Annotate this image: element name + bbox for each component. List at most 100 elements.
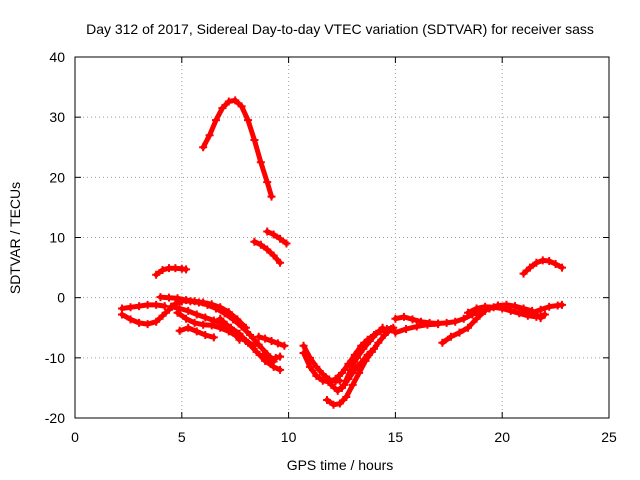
data-point bbox=[276, 258, 285, 267]
data-point bbox=[273, 339, 282, 348]
data-point bbox=[199, 320, 208, 329]
data-point bbox=[558, 300, 567, 309]
data-point bbox=[269, 251, 278, 260]
data-point bbox=[271, 353, 280, 362]
data-point bbox=[335, 399, 344, 408]
data-point bbox=[472, 304, 481, 313]
data-point bbox=[442, 318, 451, 327]
data-point bbox=[167, 302, 176, 311]
data-point bbox=[372, 329, 381, 338]
data-point bbox=[312, 371, 321, 380]
data-point bbox=[276, 365, 285, 374]
data-point bbox=[511, 302, 520, 311]
data-point bbox=[299, 349, 308, 358]
series-arc4-markers bbox=[263, 227, 291, 248]
data-point bbox=[282, 239, 291, 248]
data-point bbox=[244, 116, 253, 125]
data-point bbox=[485, 304, 494, 313]
data-point bbox=[156, 293, 165, 302]
data-point bbox=[519, 269, 528, 278]
data-point bbox=[224, 97, 233, 106]
series-arc20 bbox=[339, 346, 377, 391]
data-point bbox=[263, 178, 272, 187]
y-tick-label: 0 bbox=[57, 290, 65, 306]
data-point bbox=[344, 374, 353, 383]
data-point bbox=[536, 314, 545, 323]
x-tick-label: 25 bbox=[601, 429, 617, 445]
data-point bbox=[254, 332, 263, 341]
grid-layer bbox=[75, 57, 609, 418]
data-point bbox=[391, 328, 400, 337]
data-point bbox=[280, 341, 289, 350]
data-point bbox=[164, 293, 173, 302]
data-point bbox=[387, 324, 396, 333]
data-point bbox=[222, 320, 231, 329]
data-point bbox=[186, 297, 195, 306]
series-arc5-markers bbox=[519, 256, 567, 278]
data-point bbox=[258, 350, 267, 359]
data-point bbox=[229, 315, 238, 324]
data-point bbox=[192, 327, 201, 336]
chart-title: Day 312 of 2017, Sidereal Day-to-day VTE… bbox=[86, 21, 594, 37]
data-point bbox=[342, 392, 351, 401]
series-arc24 bbox=[465, 304, 548, 320]
data-point bbox=[378, 323, 387, 332]
series-arc13-markers bbox=[216, 314, 244, 344]
data-point bbox=[209, 333, 218, 342]
data-point bbox=[333, 386, 342, 395]
data-point bbox=[269, 230, 278, 239]
data-point bbox=[263, 227, 272, 236]
data-point bbox=[190, 318, 199, 327]
series-arc12-markers bbox=[175, 323, 218, 342]
series-arc10-markers bbox=[167, 302, 285, 374]
data-point bbox=[352, 353, 361, 362]
data-point bbox=[237, 322, 246, 331]
data-point bbox=[152, 317, 161, 326]
data-point bbox=[203, 300, 212, 309]
data-point bbox=[261, 334, 270, 343]
data-point bbox=[143, 300, 152, 309]
data-point bbox=[158, 265, 167, 274]
data-point bbox=[423, 320, 432, 329]
data-point bbox=[532, 258, 541, 267]
data-point bbox=[464, 308, 473, 317]
series-arc14-markers bbox=[254, 332, 289, 350]
data-point bbox=[519, 304, 528, 313]
y-tick-label: -10 bbox=[45, 350, 65, 366]
data-point bbox=[545, 302, 554, 311]
data-point bbox=[305, 362, 314, 371]
data-point bbox=[205, 131, 214, 140]
data-point bbox=[192, 310, 201, 319]
data-point bbox=[363, 350, 372, 359]
data-point bbox=[267, 336, 276, 345]
data-point bbox=[194, 298, 203, 307]
series-arc1 bbox=[200, 97, 274, 200]
data-point bbox=[540, 310, 549, 319]
data-point bbox=[207, 321, 216, 330]
data-point bbox=[235, 335, 244, 344]
data-point bbox=[357, 358, 366, 367]
data-point bbox=[365, 336, 374, 345]
data-point bbox=[455, 328, 464, 337]
data-point bbox=[451, 317, 460, 326]
data-point bbox=[237, 102, 246, 111]
data-point bbox=[263, 245, 272, 254]
data-point bbox=[152, 300, 161, 309]
data-point bbox=[173, 308, 182, 317]
y-tick-label: -20 bbox=[45, 410, 65, 426]
data-point bbox=[209, 316, 218, 325]
data-point bbox=[267, 355, 276, 364]
data-point bbox=[318, 376, 327, 385]
data-point bbox=[152, 270, 161, 279]
data-point bbox=[370, 344, 379, 353]
data-point bbox=[327, 380, 336, 389]
data-point bbox=[184, 323, 193, 332]
data-point bbox=[269, 362, 278, 371]
data-point bbox=[182, 265, 191, 274]
data-point bbox=[536, 305, 545, 314]
y-tick-label: 10 bbox=[49, 230, 65, 246]
data-point bbox=[158, 311, 167, 320]
series-arc22-markers bbox=[391, 320, 443, 337]
data-point bbox=[523, 311, 532, 320]
data-point bbox=[434, 320, 443, 329]
